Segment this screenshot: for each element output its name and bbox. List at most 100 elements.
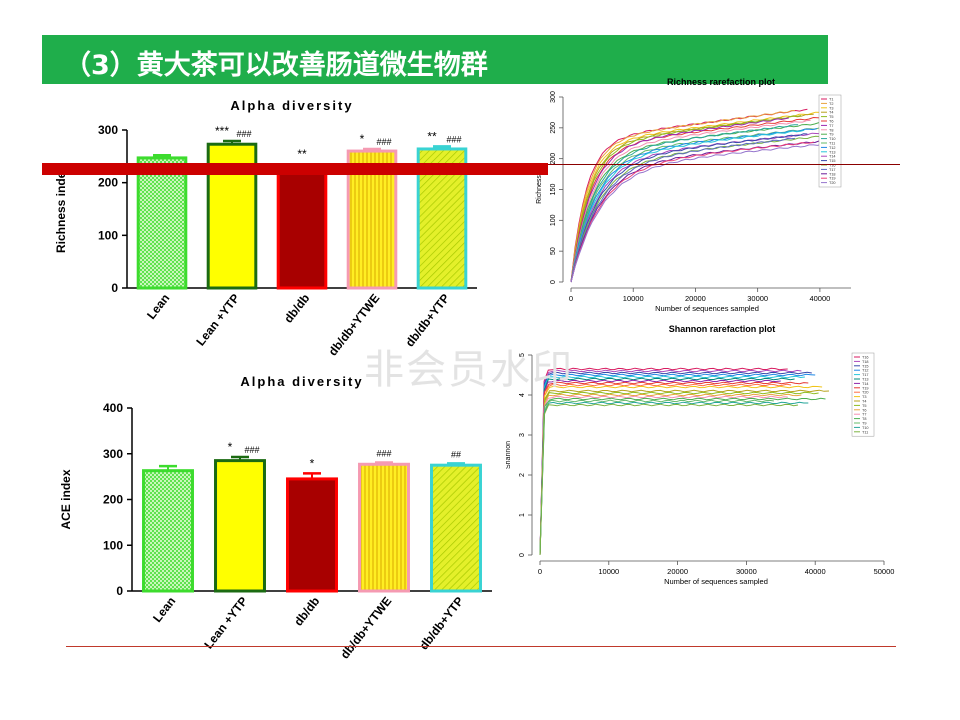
series-line [539, 381, 809, 556]
chart-title: Alpha diversity [230, 98, 353, 113]
legend-box [851, 352, 875, 437]
series-line [539, 393, 802, 556]
x-tick-label: 20000 [667, 567, 688, 576]
y-tick-label: 1 [519, 513, 526, 517]
series-line [539, 379, 781, 556]
legend-label: T18 [829, 172, 836, 176]
y-axis-label: Richness index [54, 165, 68, 253]
significance-hash: ### [236, 129, 251, 139]
legend-label: T19 [862, 386, 869, 390]
series-line [570, 124, 799, 283]
legend-label: T17 [829, 168, 836, 172]
x-tick-label: Lean +YTP [193, 291, 242, 348]
legend-label: T7 [829, 124, 833, 128]
legend-label: T3 [862, 395, 866, 399]
y-axis-label: ACE index [60, 469, 73, 529]
legend-label: T20 [862, 391, 869, 395]
series-line [539, 371, 812, 556]
legend-label: T11 [862, 430, 868, 434]
significance-star: *** [215, 124, 229, 138]
y-tick-label: 100 [550, 214, 557, 226]
x-axis-label: Number of sequences sampled [664, 577, 768, 586]
series-line [539, 377, 795, 556]
legend-label: T15 [829, 159, 836, 163]
legend-label: T5 [862, 404, 866, 408]
ace-bar-chart: Alpha diversity ACE index 0 100 200 300 400 Lea… [59, 370, 510, 670]
legend-label: T6 [829, 120, 833, 124]
legend-label: T16 [829, 164, 836, 168]
legend-label: T3 [829, 106, 833, 110]
legend-label: T14 [862, 382, 869, 386]
richness-bar-chart: Alpha diversity Richness index 0 100 200 300 L… [46, 95, 496, 365]
y-tick-label: 400 [103, 401, 123, 415]
y-tick-label: 50 [550, 247, 557, 255]
series-line [570, 135, 820, 283]
richness-rarefaction-plot: Richness rarefaction plot 0 50 100 150 200 250… [506, 75, 906, 325]
series-line [570, 129, 805, 283]
series-line [570, 137, 796, 283]
x-tick-label: 0 [538, 567, 542, 576]
series-line [539, 369, 802, 556]
legend-label: T19 [829, 177, 836, 181]
legend-label: T10 [862, 426, 869, 430]
x-tick-label: 50000 [874, 567, 895, 576]
chart-title: Shannon rarefaction plot [669, 324, 776, 334]
series-line [570, 116, 827, 283]
x-tick-label: 40000 [805, 567, 826, 576]
series-line [570, 141, 814, 283]
series-line [539, 395, 788, 556]
x-tick-label: 30000 [747, 294, 768, 303]
chart-title: Richness rarefaction plot [667, 77, 775, 87]
y-tick-label: 150 [550, 184, 557, 196]
y-tick-label: 300 [550, 91, 557, 103]
title-bar: （3）黄大茶可以改善肠道微生物群 [42, 35, 828, 84]
x-tick-label: 30000 [736, 567, 757, 576]
watermark: 非会员水印 [364, 347, 574, 393]
shannon-rarefaction-svg: Shannon rarefaction plot 0 1 2 3 4 5 0 10000 2000… [505, 324, 895, 586]
x-tick-label: Lean [144, 291, 172, 322]
series-line [570, 115, 802, 283]
y-tick-label: 100 [103, 538, 123, 552]
legend-label: T12 [862, 369, 869, 373]
x-tick-label: db/db+YTWE [338, 594, 395, 661]
legend-label: T8 [829, 128, 833, 132]
legend-label: T12 [829, 146, 836, 150]
bar [214, 459, 266, 593]
bar [136, 156, 188, 290]
page-title: （3）黄大茶可以改善肠道微生物群 [64, 50, 488, 81]
y-tick-label: 250 [550, 122, 557, 134]
series-line [539, 403, 799, 556]
legend-label: T20 [829, 181, 836, 185]
highlight-band [42, 163, 548, 175]
legend-label: T11 [829, 142, 835, 146]
significance-hash: ### [244, 445, 259, 455]
series-line [539, 397, 826, 556]
x-tick-label: 10000 [598, 567, 619, 576]
significance-star: * [360, 132, 365, 146]
legend-label: T18 [862, 360, 869, 364]
series-line [570, 110, 795, 283]
y-axis-label: Shannon [506, 441, 512, 469]
bar [286, 477, 338, 593]
richness-rarefaction-svg: Richness rarefaction plot 0 50 100 150 200 250… [536, 77, 851, 313]
richness-bar-chart-svg: Alpha diversity Richness index 0 100 200 300 L… [54, 98, 477, 358]
x-tick-label: db/db [281, 291, 312, 325]
legend-label: T7 [862, 413, 866, 417]
x-tick-label: db/db [291, 594, 322, 628]
legend-label: T13 [829, 150, 836, 154]
series-line [570, 133, 808, 283]
series-line [570, 119, 811, 283]
series-line [539, 391, 819, 556]
legend-label: T5 [829, 115, 833, 119]
legend-label: T15 [862, 364, 869, 368]
legend-label: T9 [862, 422, 866, 426]
highlight-rule [548, 164, 900, 165]
bar [276, 164, 328, 290]
x-tick-label: Lean +YTP [201, 594, 250, 651]
legend-label: T13 [862, 378, 869, 382]
bar [358, 462, 410, 593]
y-tick-label: 0 [550, 280, 557, 284]
legend-label: T6 [862, 408, 866, 412]
shannon-rarefaction-plot: Shannon rarefaction plot 0 1 2 3 4 5 0 10000 2000… [505, 320, 906, 610]
legend-label: T4 [862, 400, 866, 404]
